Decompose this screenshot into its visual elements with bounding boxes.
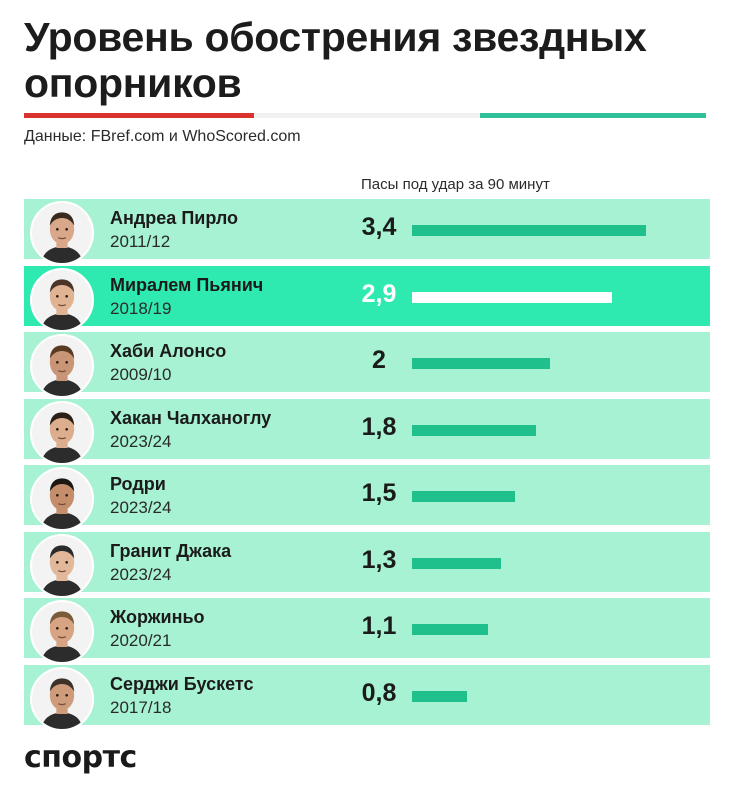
player-photo <box>30 533 94 598</box>
column-header: Пасы под удар за 90 минут <box>361 176 550 193</box>
value-bar <box>412 225 646 236</box>
flag-stripe-red <box>24 113 254 118</box>
player-name: Хакан Чалханоглу <box>110 407 272 428</box>
player-photo <box>30 267 94 332</box>
player-season: 2023/24 <box>110 564 172 584</box>
value-bar <box>412 291 612 303</box>
player-row: Хакан Чалханоглу 2023/24 1,8 <box>24 398 710 465</box>
value-label: 3,4 <box>361 213 397 241</box>
player-season: 2023/24 <box>110 431 172 451</box>
player-name: Жоржиньо <box>110 607 205 627</box>
player-season: 2009/10 <box>110 365 172 384</box>
value-bar <box>412 491 515 502</box>
player-season: 2011/12 <box>110 232 171 251</box>
player-name: Серджи Бускетс <box>110 673 254 694</box>
player-photo <box>30 201 94 265</box>
player-photo <box>30 600 94 664</box>
player-photo <box>30 334 94 398</box>
player-row: Миралем Пьянич 2018/19 2,9 <box>24 265 710 332</box>
value-label: 2 <box>372 346 386 374</box>
player-season: 2023/24 <box>110 498 172 517</box>
player-name: Миралем Пьянич <box>110 274 264 295</box>
value-label: 1,5 <box>361 479 397 507</box>
value-label: 0,8 <box>361 678 397 707</box>
value-bar <box>412 424 536 436</box>
player-row: Андреа Пирло 2011/12 3,4 <box>24 199 710 265</box>
value-label: 1,3 <box>361 545 397 574</box>
player-name: Гранит Джака <box>110 540 232 561</box>
player-name: Андреа Пирло <box>110 208 239 228</box>
value-bar <box>412 557 501 569</box>
brand-logo: спортс <box>24 740 137 775</box>
value-bar <box>412 690 467 702</box>
value-bar <box>412 358 550 369</box>
player-photo <box>30 666 94 731</box>
player-row: Гранит Джака 2023/24 1,3 <box>24 531 710 598</box>
player-name: Хаби Алонсо <box>110 341 227 361</box>
flag-stripe-green <box>480 113 706 118</box>
player-season: 2017/18 <box>110 697 172 717</box>
value-label: 1,8 <box>361 412 397 441</box>
data-source: Данные: FBref.com и WhoScored.com <box>24 128 301 145</box>
chart-title: Уровень обострения звездных опорников <box>24 14 647 106</box>
value-bar <box>412 624 488 635</box>
player-name: Родри <box>110 474 166 494</box>
player-row: Жоржиньо 2020/21 1,1 <box>24 598 710 664</box>
player-photo <box>30 400 94 465</box>
player-photo <box>30 467 94 531</box>
value-label: 1,1 <box>361 612 397 640</box>
player-row: Серджи Бускетс 2017/18 0,8 <box>24 664 710 731</box>
player-season: 2020/21 <box>110 631 172 650</box>
player-row: Хаби Алонсо 2009/10 2 <box>24 332 710 398</box>
player-row: Родри 2023/24 1,5 <box>24 465 710 531</box>
value-label: 2,9 <box>361 279 397 308</box>
flag-stripe-white <box>254 113 480 118</box>
player-season: 2018/19 <box>110 298 172 318</box>
